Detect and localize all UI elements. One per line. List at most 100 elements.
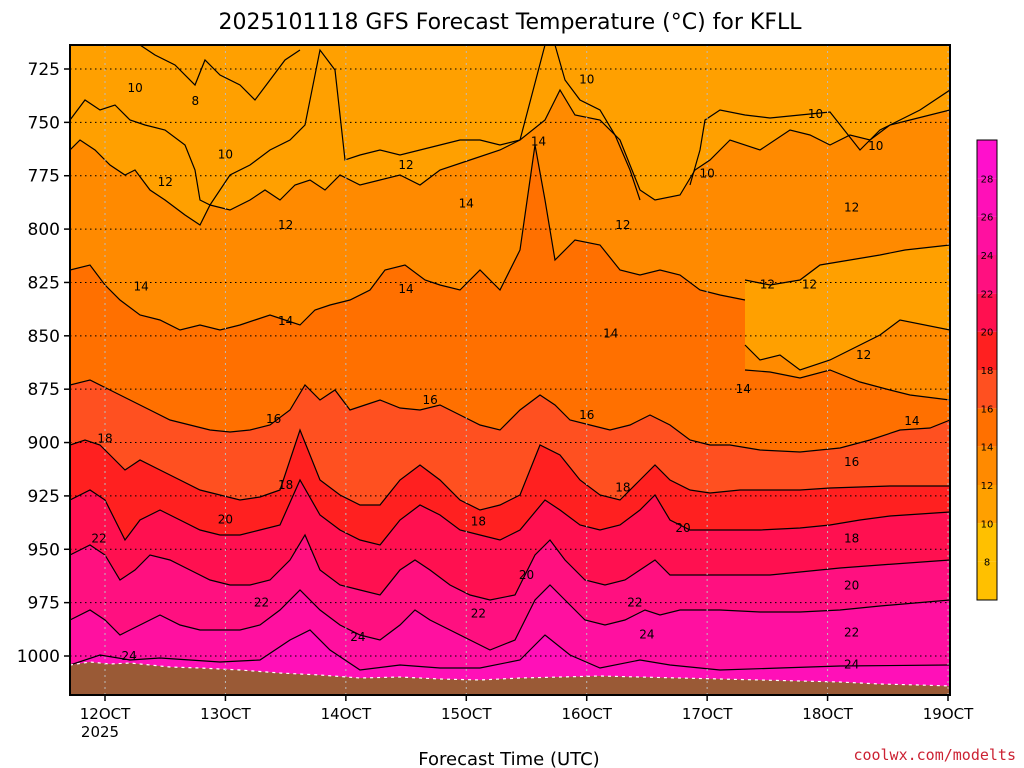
contour-line-8	[139, 45, 301, 101]
contour-line-18	[70, 428, 950, 511]
x-tick-label: 19OCT	[923, 705, 974, 723]
contour-label: 10	[808, 107, 823, 121]
contour-label: 22	[844, 626, 859, 640]
colorbar-frame	[976, 139, 998, 601]
x-tick-label: 12OCT	[80, 705, 131, 723]
contour-label: 24	[844, 658, 859, 672]
colorbar-label: 12	[981, 481, 994, 492]
contour-line-22	[70, 533, 950, 601]
contour-label: 10	[127, 81, 142, 95]
colorbar-label: 22	[981, 289, 994, 300]
contour-label: 16	[844, 455, 859, 469]
credit-text: coolwx.com/modelts	[853, 746, 1016, 764]
contour-label: 12	[856, 348, 871, 362]
colorbar-swatch	[977, 446, 997, 485]
contour-label: 20	[675, 521, 690, 535]
contour-label: 12	[398, 158, 413, 172]
contour-label: 16	[579, 408, 594, 422]
contour-label: 14	[736, 382, 751, 396]
grid-lines	[70, 45, 950, 695]
contour-label: 24	[639, 628, 654, 642]
contour-label: 14	[531, 135, 546, 149]
contour-line-12c	[744, 244, 950, 286]
contour-label: 12	[802, 278, 817, 292]
contour-label: 22	[254, 596, 269, 610]
contour-label: 14	[398, 282, 413, 296]
colorbar-label: 24	[981, 251, 994, 262]
contour-label: 22	[91, 532, 106, 546]
contour-label: 18	[844, 532, 859, 546]
y-tick-label: 900	[28, 434, 60, 454]
contour-label: 10	[218, 147, 233, 161]
contour-label: 16	[266, 412, 281, 426]
contour-label: 14	[459, 196, 474, 210]
x-tick-label: 18OCT	[802, 705, 853, 723]
x-year-label: 2025	[81, 723, 119, 741]
contour-label: 14	[603, 327, 618, 341]
x-tick-label: 16OCT	[561, 705, 612, 723]
y-tick-label: 775	[28, 167, 60, 187]
contour-label: 20	[519, 568, 534, 582]
contour-label: 12	[760, 278, 775, 292]
colorbar-label: 16	[981, 404, 994, 415]
y-tick-label: 825	[28, 273, 60, 293]
contour-label: 22	[627, 596, 642, 610]
contour-label: 12	[615, 218, 630, 232]
colorbar-swatch	[977, 561, 997, 600]
contour-label: 22	[471, 606, 486, 620]
contour-line-14b	[744, 369, 950, 401]
contour-label: 24	[121, 649, 136, 663]
contour-labels: 8 10 10 12 12 12 14 14 14 14 14 10 12 14 10 10 10 12 12 12 1…	[91, 73, 919, 672]
x-axis: 12OCT 13OCT 14OCT 15OCT 16OCT 17OCT 18OCT 19OCT	[80, 695, 974, 723]
x-tick-label: 13OCT	[200, 705, 251, 723]
contour-line-12b	[744, 319, 950, 371]
colorbar-swatch	[977, 408, 997, 447]
contour-label: 18	[471, 515, 486, 529]
contour-label: 10	[700, 167, 715, 181]
band-11-inlay	[745, 245, 950, 370]
plot-frame	[69, 44, 951, 696]
colorbar-label: 18	[981, 366, 994, 377]
colorbar-label: 10	[981, 519, 994, 530]
chart-title: 2025101118 GFS Forecast Temperature (°C)…	[218, 10, 802, 35]
colorbar-swatch	[977, 370, 997, 409]
colorbar-swatch	[977, 140, 997, 179]
contour-label: 14	[133, 280, 148, 294]
contour-label: 20	[844, 579, 859, 593]
colorbar-swatch	[977, 331, 997, 370]
contour-label: 12	[278, 218, 293, 232]
colorbar-swatch	[977, 485, 997, 524]
y-axis: 725 750 775 800 825 850 875 900 925 950 975 1000	[17, 60, 70, 667]
contour-label: 12	[844, 201, 859, 215]
contour-line-12	[70, 88, 950, 226]
plot-area: 8 10 10 12 12 12 14 14 14 14 14 10 12 14 10 10 10 12 12 12 1…	[70, 45, 950, 695]
contour-line-16	[70, 379, 950, 453]
contour-label: 16	[423, 393, 438, 407]
y-tick-label: 925	[28, 487, 60, 507]
contour-line-10c	[689, 89, 950, 186]
contour-line-10	[70, 45, 546, 206]
colorbar-label: 28	[981, 174, 994, 185]
contour-label: 8	[192, 94, 200, 108]
contour-label: 10	[579, 73, 594, 87]
y-tick-label: 1000	[17, 647, 60, 667]
contour-label: 14	[278, 314, 293, 328]
contour-label: 18	[615, 480, 630, 494]
y-tick-label: 750	[28, 113, 60, 133]
colorbar-swatch	[977, 216, 997, 255]
colorbar-swatch	[977, 293, 997, 332]
colorbar-label: 26	[981, 213, 994, 224]
contour-label: 14	[904, 414, 919, 428]
colorbar: 8 10 12 14 16 18 20 22 24 26 28	[976, 139, 998, 601]
contour-label: 12	[158, 175, 173, 189]
contour-label: 18	[97, 431, 112, 445]
contour-label: 10	[868, 139, 883, 153]
colorbar-swatch	[977, 523, 997, 562]
contour-label: 20	[218, 512, 233, 526]
contour-line-20	[70, 478, 950, 546]
x-tick-label: 17OCT	[682, 705, 733, 723]
x-tick-label: 14OCT	[321, 705, 372, 723]
y-tick-label: 850	[28, 327, 60, 347]
colorbar-label: 8	[984, 558, 990, 569]
